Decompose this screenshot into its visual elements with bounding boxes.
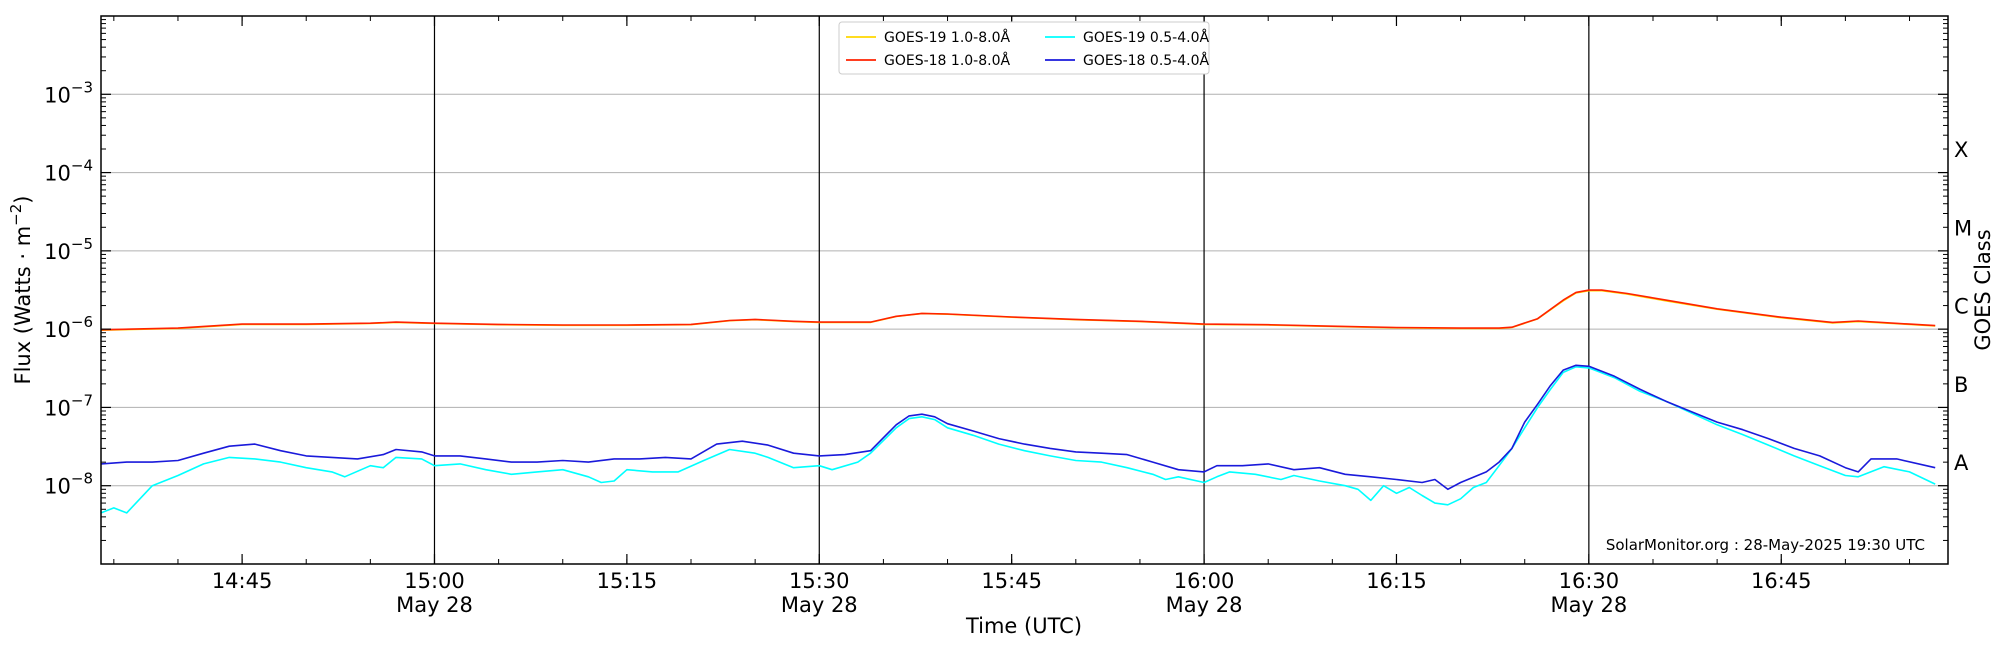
series-line-2	[100, 289, 1936, 331]
x-tick-label: 14:45	[212, 569, 273, 593]
x-tick-label: 15:30	[789, 569, 850, 593]
series-line-4	[100, 364, 1936, 491]
goes-class-label: X	[1954, 138, 1968, 162]
series-line-1	[100, 289, 1936, 331]
y-tick-label: 10−3	[44, 78, 93, 107]
legend-label: GOES-18 1.0-8.0Å	[884, 52, 1010, 69]
x-axis-title: Time (UTC)	[965, 614, 1082, 638]
y-tick-label: 10−7	[44, 391, 93, 420]
goes-class-axis-title: GOES Class	[1971, 229, 1995, 350]
y-axis-title: Flux (Watts · m−2)	[7, 195, 35, 384]
x-tick-label: 16:00	[1174, 569, 1235, 593]
goes-class-label: M	[1954, 216, 1972, 240]
y-axis-title-text: Flux (Watts · m−2)	[7, 195, 35, 384]
x-tick-label: 15:45	[981, 569, 1042, 593]
x-tick-date-label: May 28	[781, 593, 858, 617]
x-tick-label: 15:00	[404, 569, 465, 593]
legend-box	[838, 21, 1210, 75]
series-line-3	[100, 366, 1936, 514]
x-tick-label: 16:15	[1366, 569, 1427, 593]
grid-layer	[101, 93, 1948, 487]
y-tick-label: 10−6	[44, 313, 93, 342]
credit-annotation: SolarMonitor.org : 28-May-2025 19:30 UTC	[1606, 536, 1925, 554]
x-tick-date-label: May 28	[1550, 593, 1627, 617]
goes-class-label: B	[1954, 373, 1968, 397]
series-layer	[100, 289, 1936, 514]
y-tick-label: 10−4	[44, 157, 93, 186]
y-tick-label: 10−5	[44, 235, 93, 264]
legend: GOES-19 1.0-8.0Å GOES-18 1.0-8.0Å GOES-19 …	[838, 21, 1210, 75]
legend-label: GOES-19 0.5-4.0Å	[1083, 29, 1209, 46]
x-tick-date-label: May 28	[1166, 593, 1243, 617]
goes-class-label: C	[1954, 295, 1969, 319]
legend-label: GOES-18 0.5-4.0Å	[1083, 52, 1209, 69]
x-tick-label: 15:15	[597, 569, 658, 593]
plot-frame	[100, 15, 1949, 565]
y-tick-label: 10−8	[44, 470, 93, 499]
x-tick-date-label: May 28	[396, 593, 473, 617]
x-tick-label: 16:45	[1751, 569, 1812, 593]
x-tick-label: 16:30	[1559, 569, 1620, 593]
legend-label: GOES-19 1.0-8.0Å	[884, 29, 1010, 46]
goes-class-label: A	[1954, 451, 1969, 475]
